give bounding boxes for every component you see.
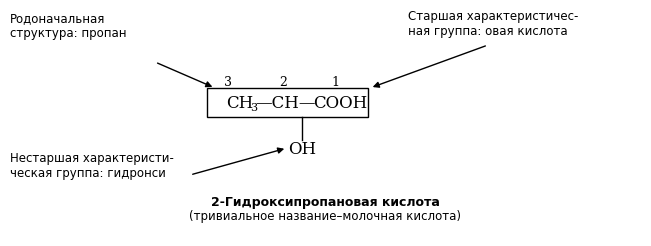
Text: 3: 3 — [251, 103, 258, 113]
Text: Нестаршая характеристи-
ческая группа: гидронси: Нестаршая характеристи- ческая группа: г… — [10, 152, 174, 180]
Text: (тривиальное название–молочная кислота): (тривиальное название–молочная кислота) — [189, 210, 461, 223]
Text: 2-Гидроксипропановая кислота: 2-Гидроксипропановая кислота — [210, 196, 439, 209]
Text: 1: 1 — [331, 76, 339, 89]
Text: —CH—: —CH— — [255, 94, 315, 111]
Text: 2: 2 — [279, 76, 287, 89]
Text: 3: 3 — [224, 76, 232, 89]
Text: OH: OH — [288, 140, 316, 157]
Text: CH: CH — [227, 94, 254, 111]
Text: COOH: COOH — [313, 94, 367, 111]
Text: Родоначальная
структура: пропан: Родоначальная структура: пропан — [10, 12, 126, 40]
Text: Старшая характеристичес-
ная группа: овая кислота: Старшая характеристичес- ная группа: ова… — [408, 10, 578, 38]
Bar — [207, 88, 368, 117]
